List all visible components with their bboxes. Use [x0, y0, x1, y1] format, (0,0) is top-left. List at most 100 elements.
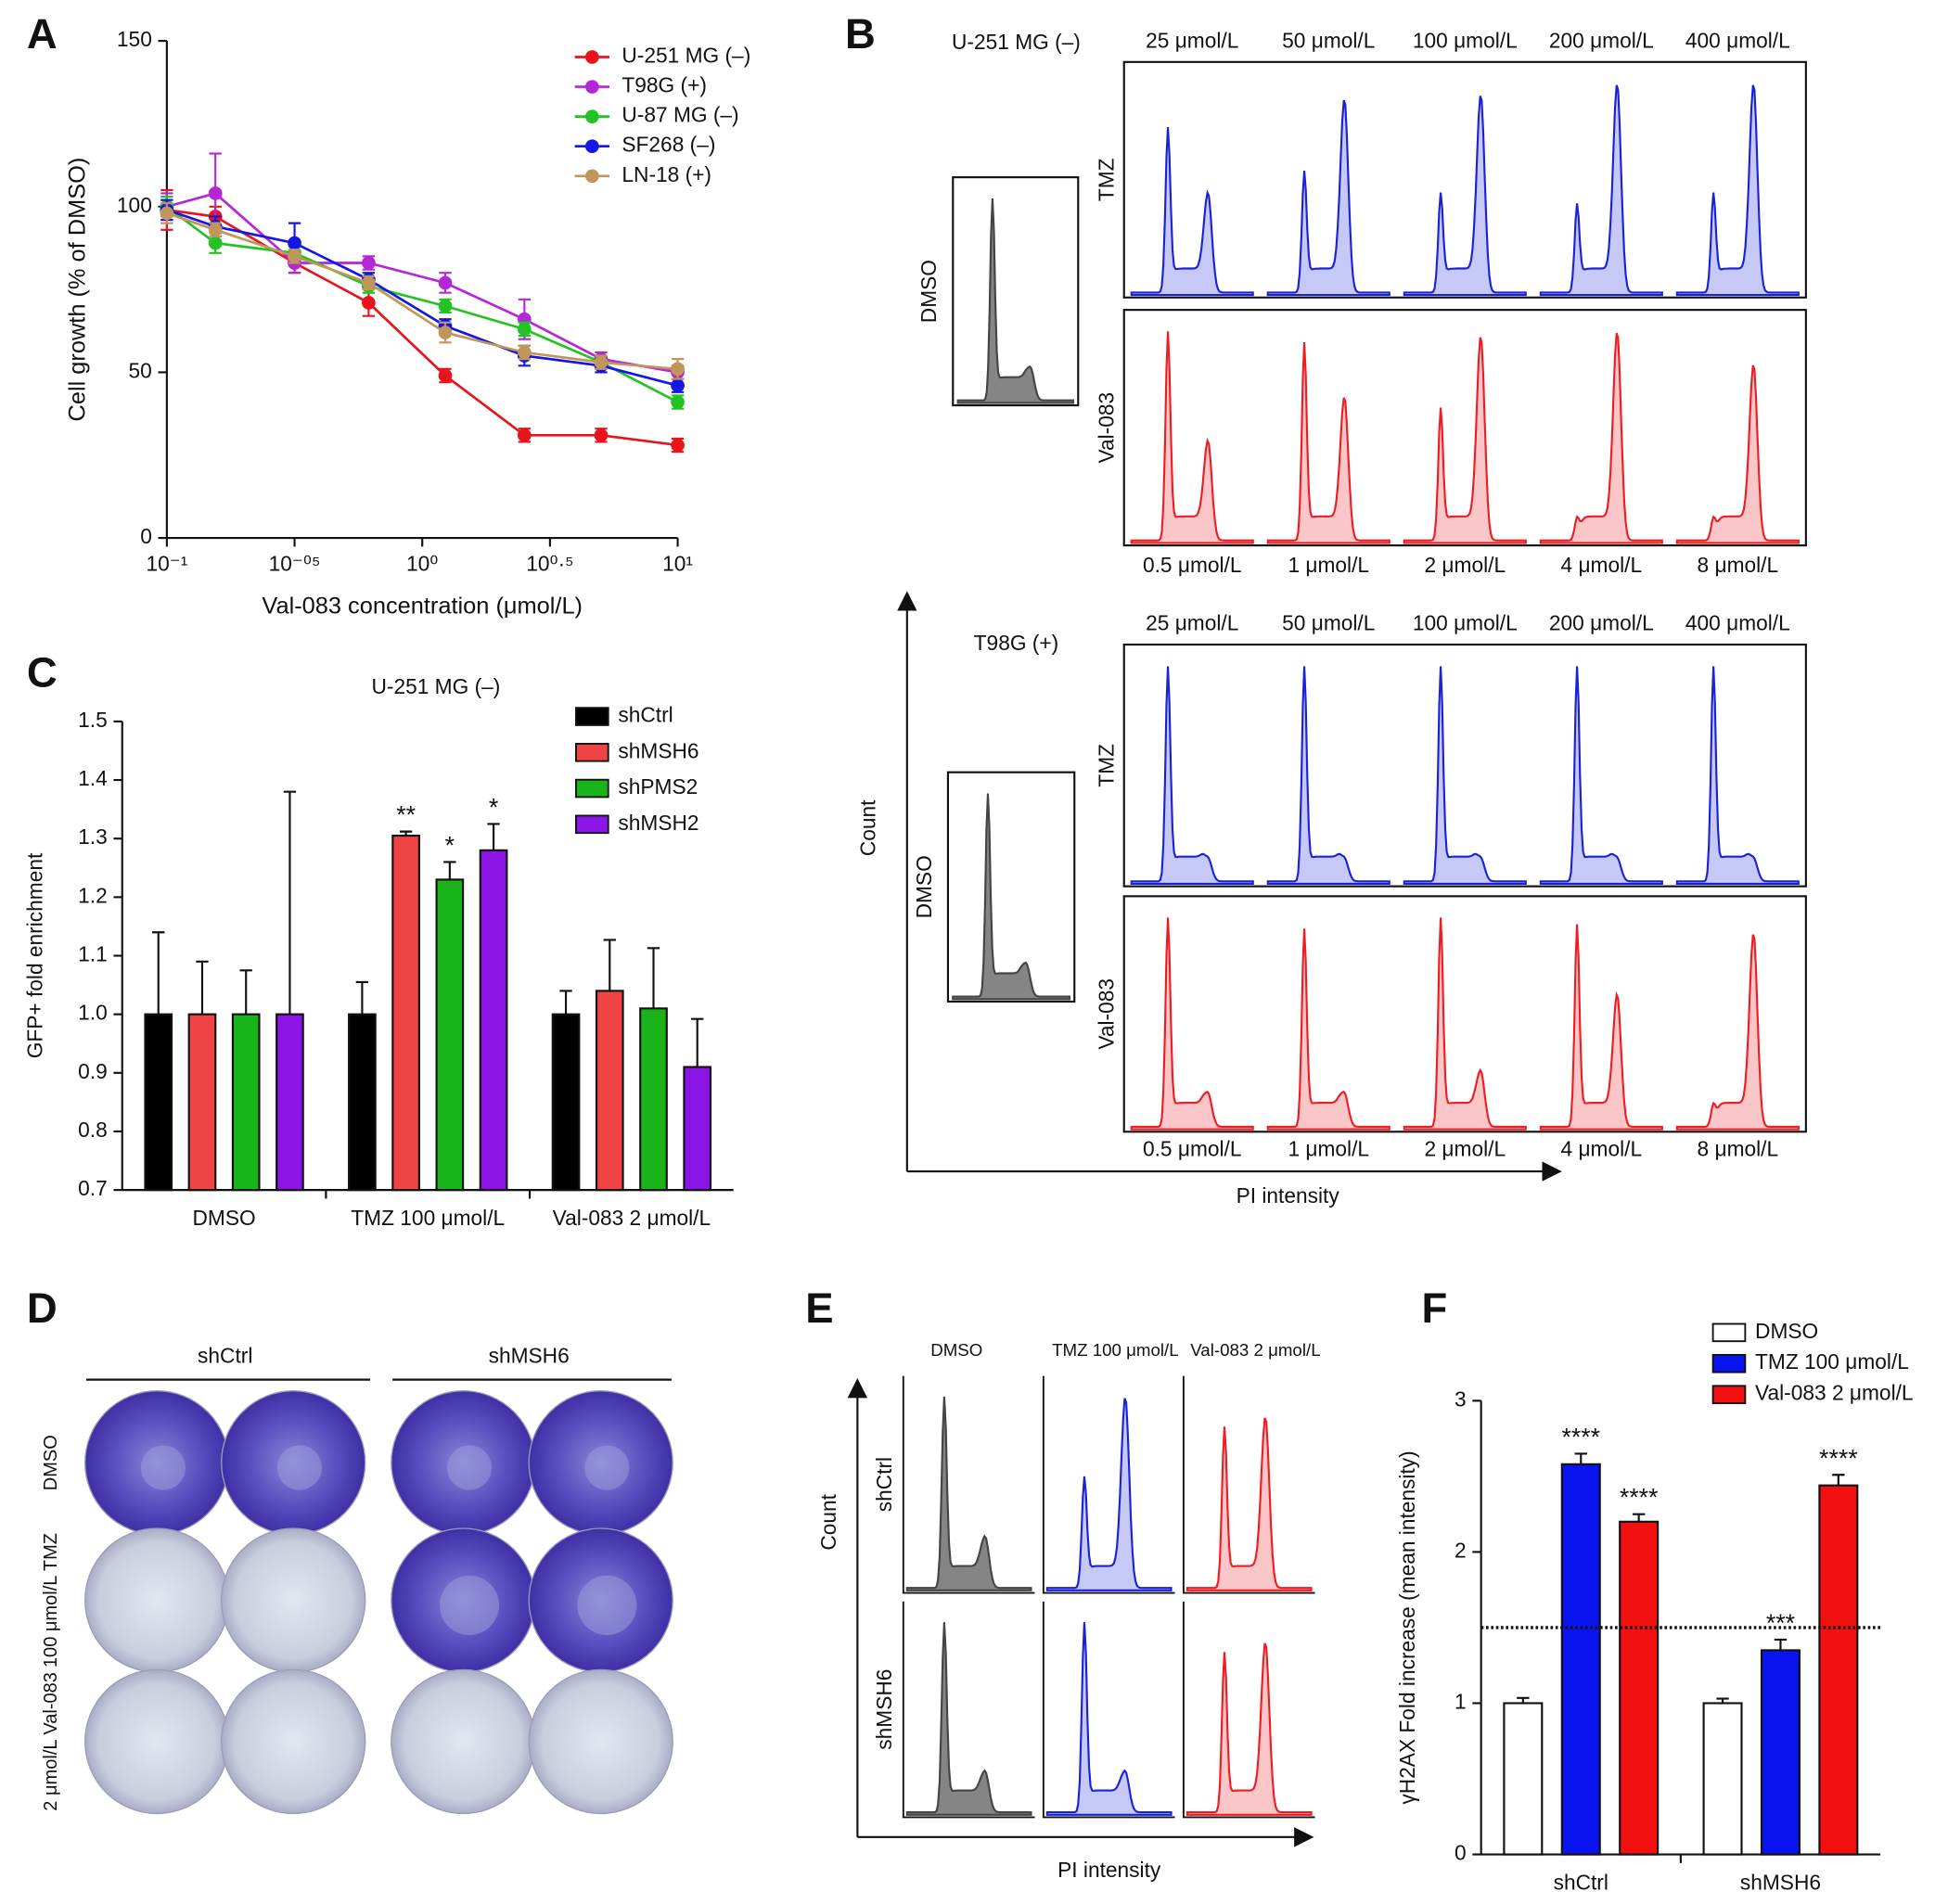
- point: [288, 249, 301, 263]
- histogram: [905, 1396, 1032, 1591]
- y-tick-label: 0.8: [78, 1118, 108, 1142]
- panel-letter: D: [27, 1284, 58, 1332]
- axis-label: γH2AX Fold increase (mean intensity): [1395, 1450, 1419, 1804]
- colony-clearing: [577, 1575, 637, 1635]
- legend-marker: [584, 109, 599, 123]
- histogram: [1403, 917, 1527, 1131]
- point: [438, 326, 453, 339]
- y-tick-label: 1: [1455, 1689, 1467, 1713]
- dose-label: 0.5 μmol/L: [1143, 1136, 1242, 1160]
- axis-label: DMSO: [41, 1435, 61, 1490]
- legend-label: shMSH6: [618, 738, 698, 762]
- dose-label: 50 μmol/L: [1282, 28, 1375, 52]
- histogram: [1185, 1417, 1313, 1591]
- axis-label: PI intensity: [1057, 1858, 1161, 1882]
- x-tick-label: 10⁻⁰⁵: [269, 551, 321, 575]
- column-label: shMSH6: [489, 1344, 570, 1368]
- point: [160, 206, 174, 221]
- bar: [1619, 1520, 1660, 1856]
- legend-label: U-87 MG (–): [622, 103, 738, 127]
- histogram: [905, 1622, 1032, 1816]
- histogram: [1266, 928, 1391, 1131]
- histogram: [1266, 666, 1391, 886]
- histogram-frame: [1182, 1601, 1315, 1819]
- axis-label: Val-083: [1094, 392, 1118, 464]
- panel-letter: F: [1422, 1284, 1448, 1332]
- legend-swatch: [575, 778, 609, 799]
- x-tick-label: 10⁰: [406, 551, 438, 575]
- legend-swatch: [1711, 1323, 1747, 1343]
- axis-label: Count: [856, 799, 880, 856]
- point: [518, 428, 532, 442]
- dose-label: 1 μmol/L: [1288, 1136, 1369, 1160]
- bar: [1560, 1463, 1601, 1856]
- y-tick-label: 50: [129, 358, 152, 382]
- dose-label: 400 μmol/L: [1685, 611, 1790, 635]
- bar: [391, 834, 420, 1192]
- bar: [639, 1007, 668, 1192]
- bar: [187, 1013, 217, 1192]
- error-bar: [691, 1017, 704, 1067]
- legend-label: DMSO: [1755, 1319, 1818, 1343]
- point: [671, 378, 685, 393]
- histogram: [1539, 924, 1663, 1131]
- histogram: [1045, 1398, 1173, 1591]
- dose-label: 4 μmol/L: [1561, 1136, 1643, 1160]
- point: [208, 223, 223, 237]
- y-tick-label: 1.0: [78, 1001, 108, 1025]
- bar: [276, 1013, 304, 1192]
- histogram: [1403, 337, 1527, 544]
- error-bar: [1832, 1474, 1845, 1486]
- histogram: [1675, 934, 1800, 1131]
- bar: [144, 1013, 173, 1192]
- error-bar: [559, 990, 572, 1015]
- dose-label: 2 μmol/L: [1424, 553, 1506, 577]
- panel-letter: E: [805, 1284, 833, 1332]
- histogram-frame: [1042, 1601, 1175, 1819]
- legend-label: U-251 MG (–): [622, 43, 750, 67]
- y-tick-label: 1.5: [78, 708, 108, 732]
- error-bar: [152, 931, 165, 1015]
- histogram: [1675, 84, 1800, 297]
- dose-label: 4 μmol/L: [1561, 553, 1643, 577]
- column-label: Val-083 2 μmol/L: [1190, 1340, 1320, 1360]
- point: [518, 322, 532, 337]
- column-label: TMZ 100 μmol/L: [1052, 1340, 1179, 1360]
- x-tick-label: shCtrl: [1554, 1871, 1608, 1895]
- dose-label: 25 μmol/L: [1146, 28, 1238, 52]
- x-axis-title: Val-083 concentration (μmol/L): [262, 594, 583, 620]
- histogram: [1266, 99, 1391, 297]
- series-line: [166, 205, 679, 403]
- histogram: [1130, 917, 1254, 1131]
- x-tick-label: Val-083 2 μmol/L: [553, 1206, 711, 1230]
- error-bar: [283, 790, 297, 1015]
- legend-marker: [584, 139, 599, 154]
- legend-label: LN-18 (+): [622, 162, 711, 186]
- dose-label: 8 μmol/L: [1698, 1136, 1779, 1160]
- legend-marker: [584, 169, 599, 184]
- y-tick-label: 0.9: [78, 1059, 108, 1083]
- y-tick-label: 3: [1455, 1386, 1467, 1411]
- error-bar: [443, 861, 456, 880]
- point: [438, 299, 453, 313]
- histogram: [1539, 666, 1663, 886]
- y-tick-label: 150: [117, 27, 152, 51]
- legend-label: TMZ 100 μmol/L: [1755, 1349, 1909, 1374]
- x-tick-label: DMSO: [193, 1206, 256, 1230]
- axis-label: TMZ: [1094, 744, 1118, 787]
- point: [518, 345, 532, 360]
- x-tick-label: 10¹: [662, 551, 693, 575]
- y-tick-label: 1.1: [78, 942, 108, 966]
- inset-frame: [952, 176, 1080, 407]
- y-tick-label: 2: [1455, 1538, 1467, 1562]
- series-line: [166, 209, 678, 387]
- histogram: [1675, 666, 1800, 886]
- point: [362, 296, 376, 310]
- legend-label: shCtrl: [618, 703, 673, 727]
- histogram: [1539, 84, 1663, 297]
- significance: *: [489, 793, 498, 821]
- axis-label: GFP+ fold enrichment: [23, 852, 47, 1058]
- dose-label: 400 μmol/L: [1685, 28, 1790, 52]
- error-bar: [1574, 1452, 1587, 1464]
- dose-label: 2 μmol/L: [1424, 1136, 1506, 1160]
